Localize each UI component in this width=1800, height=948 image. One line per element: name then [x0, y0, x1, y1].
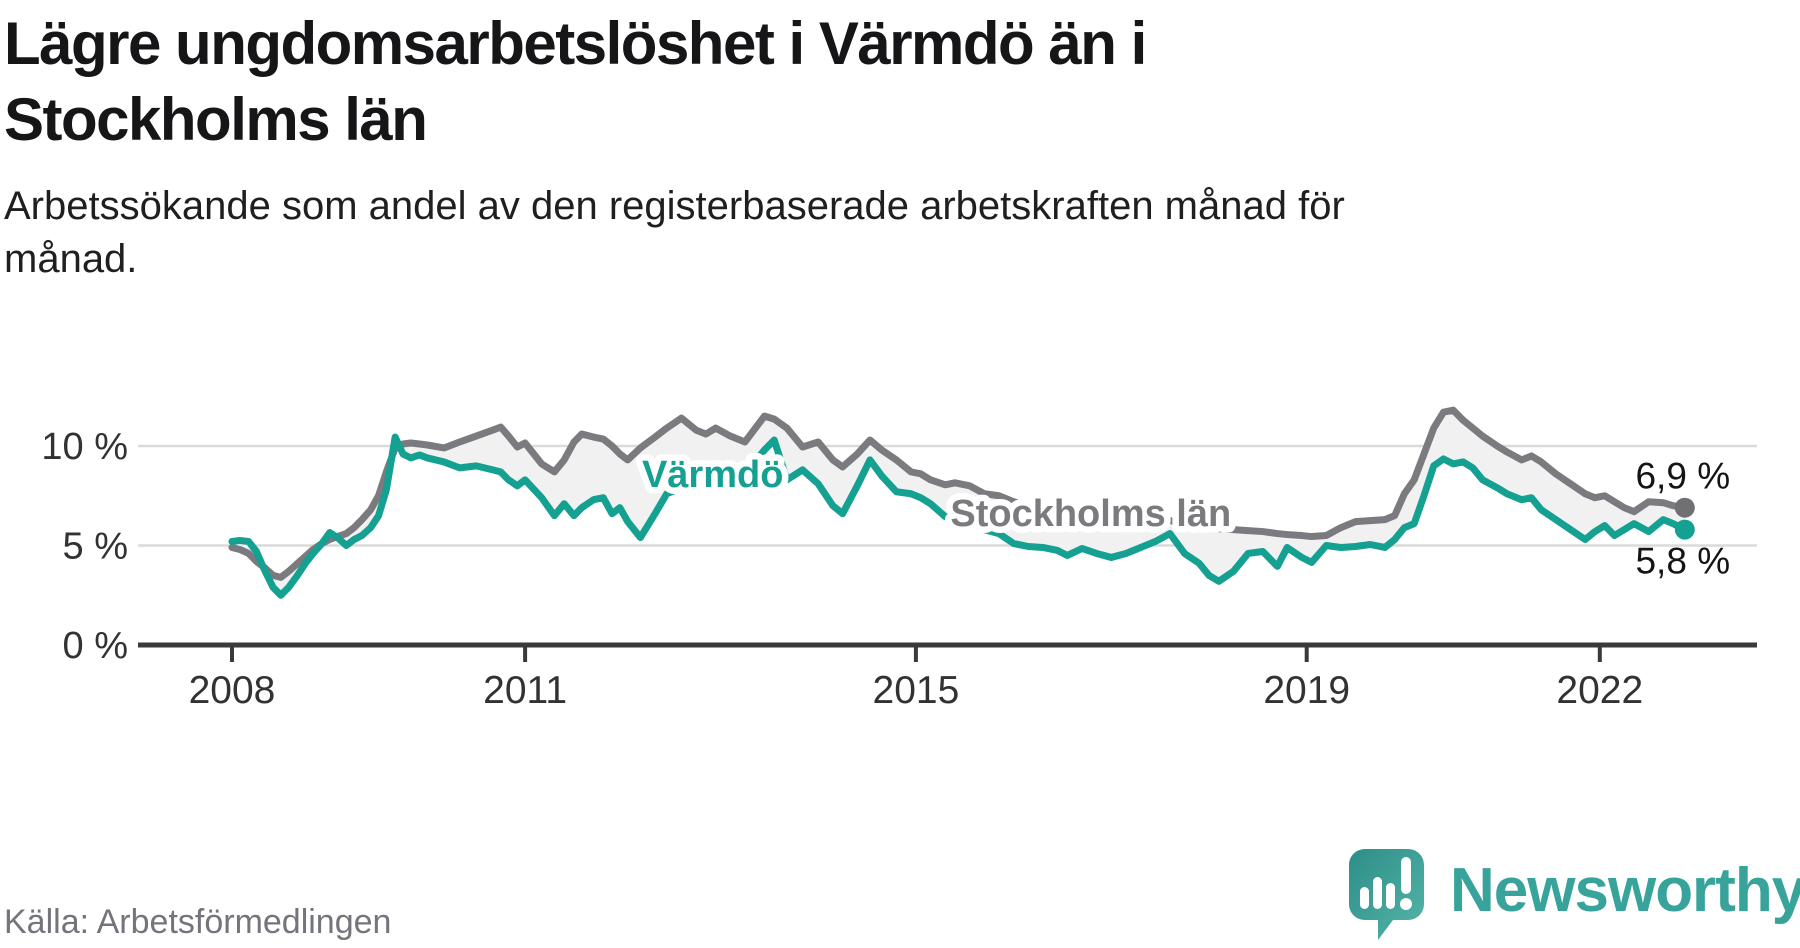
- stockholms-lan-end-dot: [1674, 497, 1695, 518]
- logo-bar-1: [1360, 887, 1369, 909]
- logo-exclamation-dot: [1400, 898, 1412, 910]
- varmdo-series-label: Värmdö: [642, 454, 783, 496]
- x-tick-label: 2011: [483, 669, 567, 712]
- x-tick-label: 2015: [873, 669, 960, 712]
- chart-subtitle: Arbetssökande som andel av den registerb…: [4, 184, 1345, 281]
- varmdo-end-dot: [1674, 519, 1695, 540]
- stockholms-lan-series-label: Stockholms län: [950, 493, 1231, 535]
- source-note: Källa: Arbetsförmedlingen: [4, 903, 392, 941]
- logo-bar-2: [1373, 877, 1382, 909]
- y-tick-label: 10 %: [41, 426, 128, 468]
- y-tick-label: 5 %: [63, 526, 128, 568]
- x-axis-tick-labels: 2008 2011 2015 2019 2022: [189, 669, 1644, 712]
- logo-exclamation-bar: [1401, 857, 1411, 894]
- newsworthy-logo-icon: [1349, 849, 1424, 940]
- x-tick-label: 2019: [1263, 669, 1350, 712]
- logo-bar-3: [1386, 883, 1395, 909]
- x-axis-ticks: [230, 645, 1602, 662]
- newsworthy-logo: Newsworthy: [1348, 848, 1800, 942]
- stockholms-lan-end-value-label: 6,9 %: [1635, 456, 1730, 497]
- x-tick-label: 2022: [1556, 669, 1643, 712]
- y-axis-tick-labels: 0 % 5 % 10 %: [41, 426, 128, 667]
- varmdo-line: [228, 433, 1689, 599]
- y-tick-label: 0 %: [63, 625, 128, 667]
- brand-name: Newsworthy: [1450, 856, 1800, 925]
- page-title: Lägre ungdomsarbetslöshet i Värmdö än i …: [4, 10, 1147, 153]
- varmdo-end-value-label: 5,8 %: [1635, 541, 1730, 582]
- x-tick-label: 2008: [189, 669, 276, 712]
